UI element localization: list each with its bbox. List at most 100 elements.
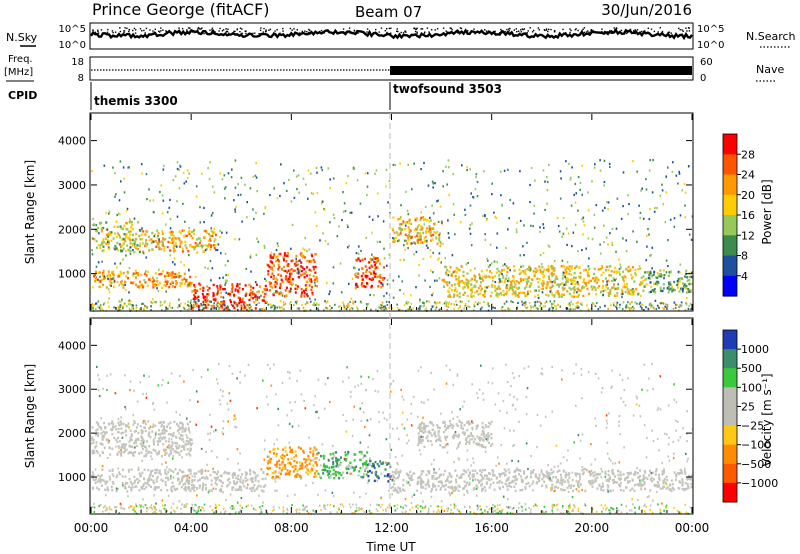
power-cell xyxy=(593,267,596,270)
power-speckle xyxy=(347,174,349,178)
velocity-cell xyxy=(433,484,436,488)
velocity-cell xyxy=(324,468,327,472)
velocity-cell xyxy=(200,472,203,475)
power-speckle xyxy=(610,304,612,307)
power-speckle xyxy=(183,264,185,267)
power-cell xyxy=(204,230,207,233)
velocity-cell xyxy=(97,422,100,425)
power-speckle xyxy=(157,235,159,238)
velocity-cell xyxy=(373,466,376,470)
velocity-cell xyxy=(115,475,118,479)
power-cell xyxy=(219,288,222,291)
power-speckle xyxy=(98,232,100,235)
power-cell xyxy=(630,273,633,276)
noise-search-dot xyxy=(402,32,405,34)
noise-left-top-tick: 10^5 xyxy=(59,24,86,35)
velocity-cell xyxy=(189,438,192,441)
power-cell xyxy=(555,291,558,294)
power-speckle xyxy=(665,303,667,306)
power-speckle xyxy=(145,305,147,308)
power-speckle xyxy=(209,259,212,263)
power-speckle xyxy=(436,200,438,203)
power-speckle xyxy=(672,307,675,310)
power-cell xyxy=(254,295,257,299)
power-speckle xyxy=(576,291,578,294)
power-speckle xyxy=(99,275,101,278)
velocity-cell xyxy=(365,464,368,467)
power-cell xyxy=(510,282,513,285)
power-cell xyxy=(458,269,461,272)
power-cell xyxy=(316,280,319,283)
power-speckle xyxy=(296,264,298,267)
power-cell xyxy=(542,279,545,283)
power-cell xyxy=(632,266,634,269)
power-speckle xyxy=(665,175,668,178)
power-speckle xyxy=(437,258,439,261)
power-speckle xyxy=(418,300,421,303)
power-cell xyxy=(422,216,425,219)
power-cell xyxy=(180,282,183,285)
power-speckle xyxy=(541,291,544,294)
velocity-cell xyxy=(568,472,571,475)
power-cell xyxy=(500,293,503,297)
noise-search-dot xyxy=(388,27,391,30)
power-cell xyxy=(497,285,500,288)
power-cell xyxy=(518,286,521,289)
power-cell xyxy=(368,261,371,264)
power-cell xyxy=(290,268,293,271)
velocity-cell xyxy=(295,454,298,457)
noise-search-dot xyxy=(510,31,513,33)
power-cell xyxy=(206,231,208,234)
power-cell xyxy=(422,231,425,235)
power-speckle xyxy=(169,254,172,257)
power-speckle xyxy=(655,280,658,283)
power-speckle xyxy=(688,165,690,168)
velocity-cell xyxy=(322,472,325,475)
power-speckle xyxy=(346,305,348,307)
power-speckle xyxy=(139,308,141,311)
noise-search-dot xyxy=(424,31,426,33)
power-speckle xyxy=(464,303,467,306)
power-cell xyxy=(127,236,130,239)
power-speckle xyxy=(383,305,385,308)
power-cell xyxy=(416,231,419,235)
power-speckle xyxy=(302,177,305,180)
noise-search-dot xyxy=(545,29,548,31)
noise-search-dot xyxy=(160,27,162,29)
velocity-cell xyxy=(599,473,601,476)
power-speckle xyxy=(234,238,236,241)
power-speckle xyxy=(479,302,481,305)
power-cell xyxy=(599,267,602,271)
power-cell xyxy=(639,280,642,284)
power-speckle xyxy=(447,306,450,308)
noise-search-dot xyxy=(533,29,535,32)
power-cell xyxy=(690,289,693,292)
power-speckle xyxy=(566,307,569,310)
velocity-cell xyxy=(228,477,231,480)
power-cell xyxy=(409,229,412,232)
velocity-cell xyxy=(364,467,367,470)
freq-right-bottom-tick: 0 xyxy=(700,73,706,84)
power-speckle xyxy=(606,201,608,204)
velocity-cell xyxy=(127,451,130,455)
power-cell xyxy=(454,287,457,290)
power-speckle xyxy=(594,305,597,308)
velocity-cell xyxy=(609,477,611,480)
velocity-cell xyxy=(155,477,158,480)
power-speckle xyxy=(230,176,233,179)
power-cell xyxy=(524,272,527,276)
power-cell xyxy=(243,303,246,307)
power-cell xyxy=(164,284,167,287)
velocity-cell xyxy=(515,468,518,471)
power-speckle xyxy=(257,240,260,243)
velocity-cell xyxy=(186,477,189,481)
velocity-cell xyxy=(301,462,304,465)
velocity-cell xyxy=(524,487,527,490)
power-cell xyxy=(485,275,488,278)
power-cell xyxy=(570,267,573,270)
power-cell xyxy=(550,285,553,289)
velocity-cell xyxy=(675,473,678,476)
power-speckle xyxy=(621,275,623,279)
power-cell xyxy=(291,283,294,287)
power-cell xyxy=(311,291,314,295)
